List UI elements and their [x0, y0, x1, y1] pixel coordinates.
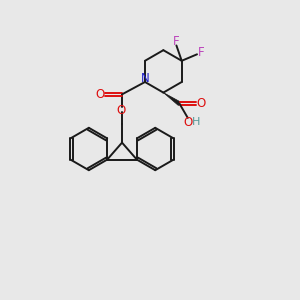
- Polygon shape: [164, 93, 181, 106]
- Text: N: N: [141, 72, 149, 85]
- Text: F: F: [198, 46, 205, 59]
- Text: O: O: [183, 116, 192, 129]
- Text: O: O: [116, 104, 125, 117]
- Text: F: F: [173, 35, 180, 48]
- Text: O: O: [196, 97, 206, 110]
- Text: O: O: [95, 88, 105, 101]
- Text: H: H: [192, 117, 200, 127]
